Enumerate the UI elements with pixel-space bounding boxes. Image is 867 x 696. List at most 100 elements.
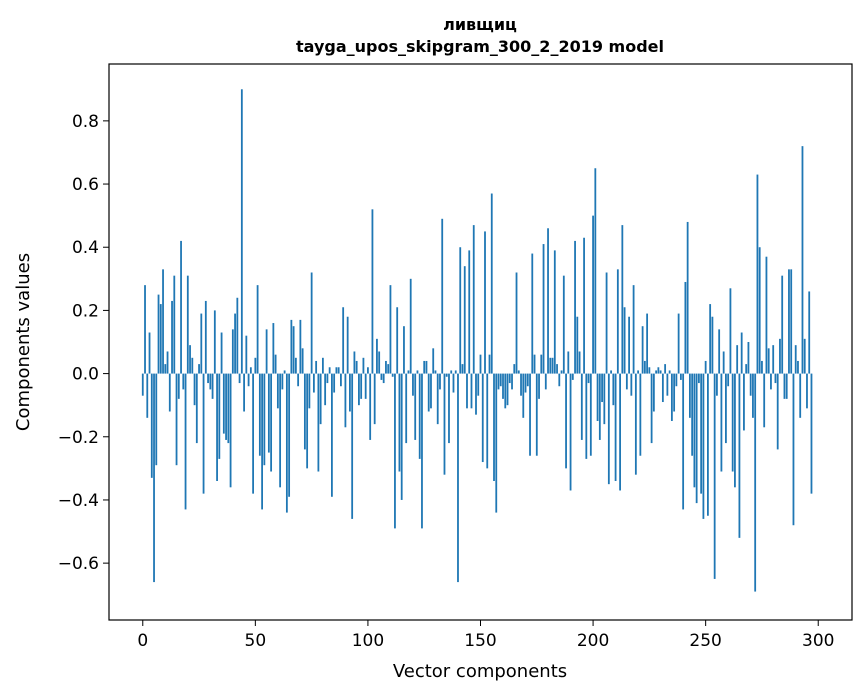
bar-component-83 bbox=[328, 367, 331, 374]
bar-component-68 bbox=[294, 357, 297, 374]
bar-component-158 bbox=[497, 373, 500, 390]
bar-component-203 bbox=[598, 373, 601, 440]
bar-component-58 bbox=[272, 323, 275, 374]
bar-component-170 bbox=[524, 373, 527, 393]
bar-component-252 bbox=[709, 304, 712, 374]
bar-component-292 bbox=[799, 373, 802, 418]
bar-component-273 bbox=[756, 174, 759, 374]
bar-component-264 bbox=[736, 345, 739, 374]
bar-component-62 bbox=[281, 373, 284, 390]
bar-component-12 bbox=[168, 373, 171, 412]
bar-component-222 bbox=[641, 326, 644, 374]
bar-component-182 bbox=[551, 357, 554, 374]
bar-component-84 bbox=[331, 373, 333, 497]
bar-component-111 bbox=[391, 373, 394, 377]
bar-component-30 bbox=[209, 373, 212, 390]
bar-component-78 bbox=[317, 373, 320, 472]
bar-component-29 bbox=[207, 373, 209, 384]
bar-component-80 bbox=[321, 357, 324, 374]
bar-component-53 bbox=[261, 373, 263, 510]
bar-component-202 bbox=[596, 373, 599, 421]
bar-component-238 bbox=[677, 313, 680, 374]
bar-component-104 bbox=[376, 338, 378, 374]
bar-component-28 bbox=[204, 300, 207, 374]
bar-component-172 bbox=[529, 373, 531, 456]
bar-component-71 bbox=[301, 348, 304, 374]
bar-component-241 bbox=[684, 281, 687, 374]
bar-component-270 bbox=[749, 373, 752, 396]
bar-component-101 bbox=[369, 373, 372, 440]
bar-component-95 bbox=[355, 360, 358, 374]
bar-component-60 bbox=[276, 373, 279, 409]
bar-component-189 bbox=[567, 351, 570, 374]
bar-component-141 bbox=[459, 247, 462, 374]
bar-component-227 bbox=[652, 373, 655, 412]
bar-component-7 bbox=[157, 294, 160, 374]
bar-component-281 bbox=[774, 373, 777, 384]
bar-component-285 bbox=[783, 373, 786, 399]
bar-component-147 bbox=[472, 225, 475, 374]
bar-component-16 bbox=[177, 373, 180, 399]
bar-component-66 bbox=[290, 319, 293, 374]
bar-component-110 bbox=[389, 285, 392, 374]
bar-component-127 bbox=[427, 373, 430, 412]
bar-component-40 bbox=[231, 329, 234, 374]
bar-component-212 bbox=[619, 373, 621, 491]
bar-component-38 bbox=[227, 373, 230, 444]
bar-component-185 bbox=[558, 373, 561, 387]
x-axis-label: Vector components bbox=[393, 661, 567, 682]
bar-component-162 bbox=[506, 373, 509, 406]
bar-component-122 bbox=[416, 370, 419, 374]
x-tick-label: 0 bbox=[137, 631, 148, 651]
bar-component-43 bbox=[238, 373, 241, 384]
bar-component-100 bbox=[367, 367, 369, 374]
bar-component-255 bbox=[716, 373, 718, 396]
bar-component-274 bbox=[758, 247, 761, 374]
bar-component-6 bbox=[155, 373, 158, 466]
bar-component-209 bbox=[612, 373, 615, 406]
bar-component-198 bbox=[587, 373, 590, 384]
bar-component-120 bbox=[412, 373, 414, 396]
bar-component-259 bbox=[725, 373, 727, 444]
bar-component-211 bbox=[616, 269, 619, 374]
bar-component-296 bbox=[808, 291, 811, 374]
bar-component-210 bbox=[614, 373, 617, 481]
bar-component-186 bbox=[560, 370, 563, 374]
bar-component-49 bbox=[252, 373, 254, 494]
bar-component-8 bbox=[159, 304, 162, 374]
bar-component-23 bbox=[193, 373, 196, 406]
bar-component-248 bbox=[700, 373, 703, 494]
bar-component-137 bbox=[450, 370, 453, 374]
bar-component-19 bbox=[184, 373, 187, 510]
bar-component-163 bbox=[508, 373, 511, 384]
bar-component-250 bbox=[704, 360, 707, 374]
bar-component-277 bbox=[765, 256, 768, 374]
bar-component-72 bbox=[303, 373, 306, 450]
bar-component-195 bbox=[580, 373, 583, 440]
bar-component-161 bbox=[504, 373, 507, 409]
bar-component-114 bbox=[398, 373, 401, 472]
bar-component-144 bbox=[466, 373, 468, 409]
bar-component-207 bbox=[607, 373, 610, 485]
bar-component-228 bbox=[655, 370, 658, 374]
bar-component-125 bbox=[423, 360, 426, 374]
bar-component-130 bbox=[434, 370, 437, 374]
bar-component-124 bbox=[421, 373, 423, 529]
bar-component-129 bbox=[432, 348, 435, 374]
bar-component-244 bbox=[691, 373, 694, 456]
bar-component-237 bbox=[675, 373, 678, 387]
bar-component-96 bbox=[358, 373, 360, 406]
bar-component-25 bbox=[198, 364, 200, 374]
bar-component-290 bbox=[794, 345, 797, 374]
bar-component-9 bbox=[162, 269, 164, 374]
bar-component-257 bbox=[720, 373, 723, 472]
bar-component-283 bbox=[779, 338, 781, 374]
bar-component-56 bbox=[267, 373, 270, 453]
bar-component-268 bbox=[745, 364, 748, 374]
bar-component-94 bbox=[353, 351, 356, 374]
bar-component-67 bbox=[292, 326, 295, 374]
bar-component-206 bbox=[605, 272, 608, 374]
bar-component-175 bbox=[535, 373, 538, 456]
bar-component-191 bbox=[571, 373, 574, 380]
bar-component-181 bbox=[549, 357, 552, 374]
